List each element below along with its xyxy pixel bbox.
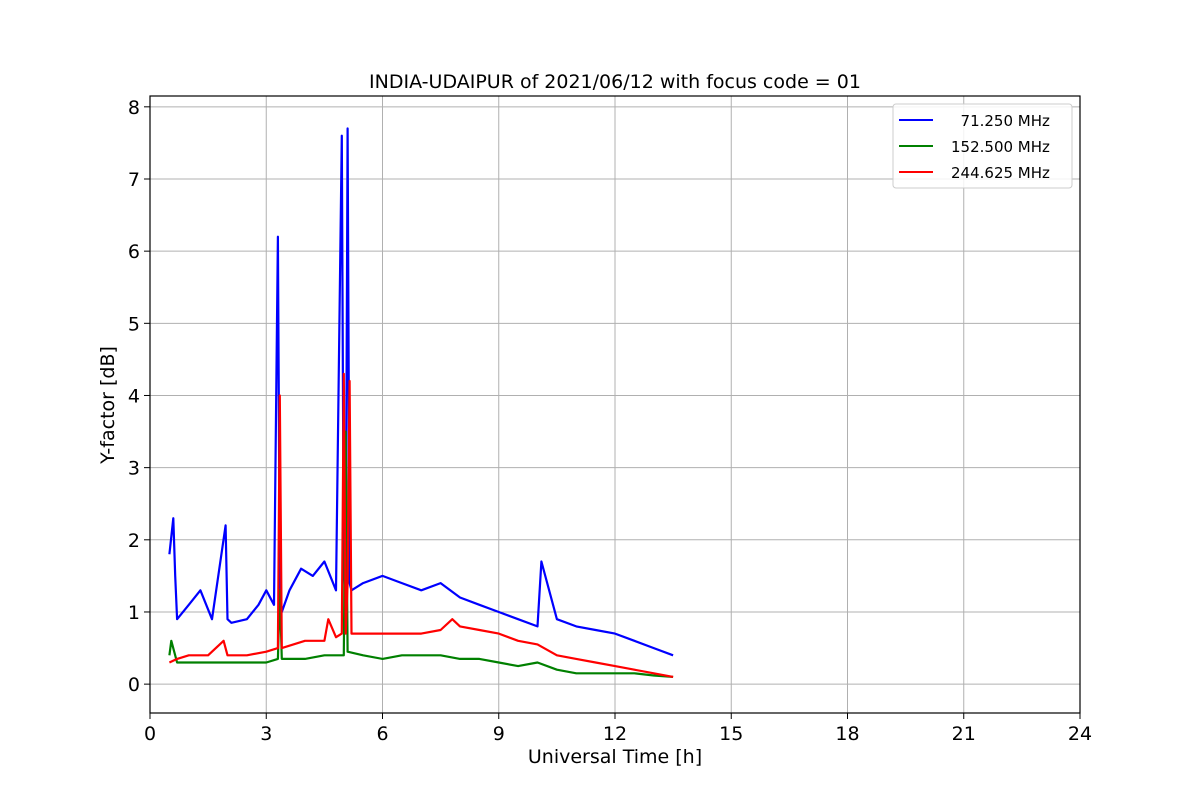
legend-label: 71.250 MHz [951, 112, 1050, 130]
x-tick-label: 9 [493, 723, 505, 745]
x-axis: 0 3 6 9 12 15 18 21 24 [144, 713, 1092, 745]
x-tick-label: 15 [719, 723, 743, 745]
grid [149, 96, 1081, 713]
y-tick-label: 5 [128, 313, 140, 335]
y-axis-label: Y-factor [dB] [97, 346, 119, 465]
x-tick-label: 24 [1068, 723, 1092, 745]
chart-title: INDIA-UDAIPUR of 2021/06/12 with focus c… [369, 71, 861, 93]
x-tick-label: 12 [603, 723, 627, 745]
y-tick-label: 7 [128, 169, 140, 191]
x-tick-label: 3 [260, 723, 272, 745]
series-line-3 [168, 372, 674, 678]
y-tick-label: 8 [128, 97, 140, 119]
x-tick-label: 6 [376, 723, 388, 745]
x-tick-label: 18 [835, 723, 859, 745]
y-tick-label: 3 [128, 458, 140, 480]
y-tick-label: 6 [128, 241, 140, 263]
y-tick-label: 1 [128, 602, 140, 624]
x-axis-label: Universal Time [h] [528, 746, 702, 768]
series-line-2 [168, 430, 674, 678]
legend-label: 244.625 MHz [951, 164, 1050, 182]
x-tick-label: 0 [144, 723, 156, 745]
y-tick-label: 4 [128, 385, 140, 407]
x-tick-label: 21 [952, 723, 976, 745]
y-tick-label: 0 [128, 674, 140, 696]
legend-label: 152.500 MHz [951, 138, 1050, 156]
series-line-1 [168, 127, 674, 657]
y-axis: 0 1 2 3 4 5 6 7 8 [128, 97, 150, 696]
legend-box [892, 103, 1073, 189]
legend: 71.250 MHz 152.500 MHz 244.625 MHz [892, 103, 1073, 189]
plot-series [168, 127, 674, 678]
y-tick-label: 2 [128, 530, 140, 552]
